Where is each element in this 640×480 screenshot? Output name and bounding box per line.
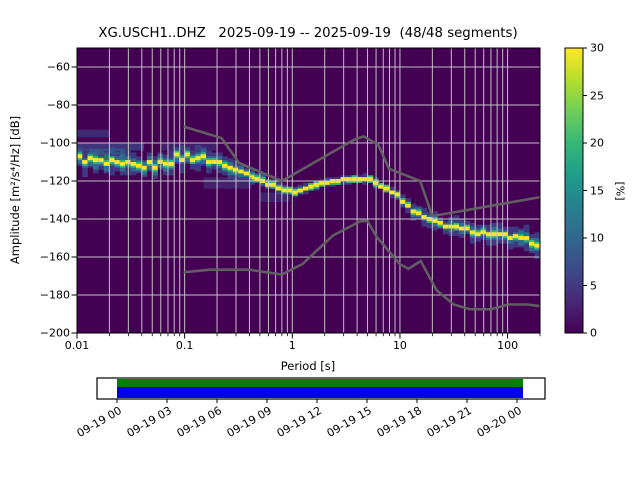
plot-title: XG.USCH1..DHZ 2025-09-19 -- 2025-09-19 (… bbox=[98, 26, 518, 41]
noise-model-curves bbox=[183, 125, 540, 311]
axis-ticks bbox=[71, 47, 587, 339]
nhnm-curve bbox=[183, 125, 540, 218]
x-axis-label: Period [s] bbox=[280, 359, 336, 373]
nlnm-curve bbox=[183, 219, 540, 311]
colorbar bbox=[565, 48, 583, 333]
colorbar-frame bbox=[564, 47, 584, 334]
gridlines bbox=[77, 48, 540, 333]
coverage-processed bbox=[117, 379, 523, 387]
plot-frame bbox=[76, 47, 541, 334]
timeline-coverage-bar bbox=[96, 377, 546, 403]
coverage-data bbox=[117, 387, 523, 398]
